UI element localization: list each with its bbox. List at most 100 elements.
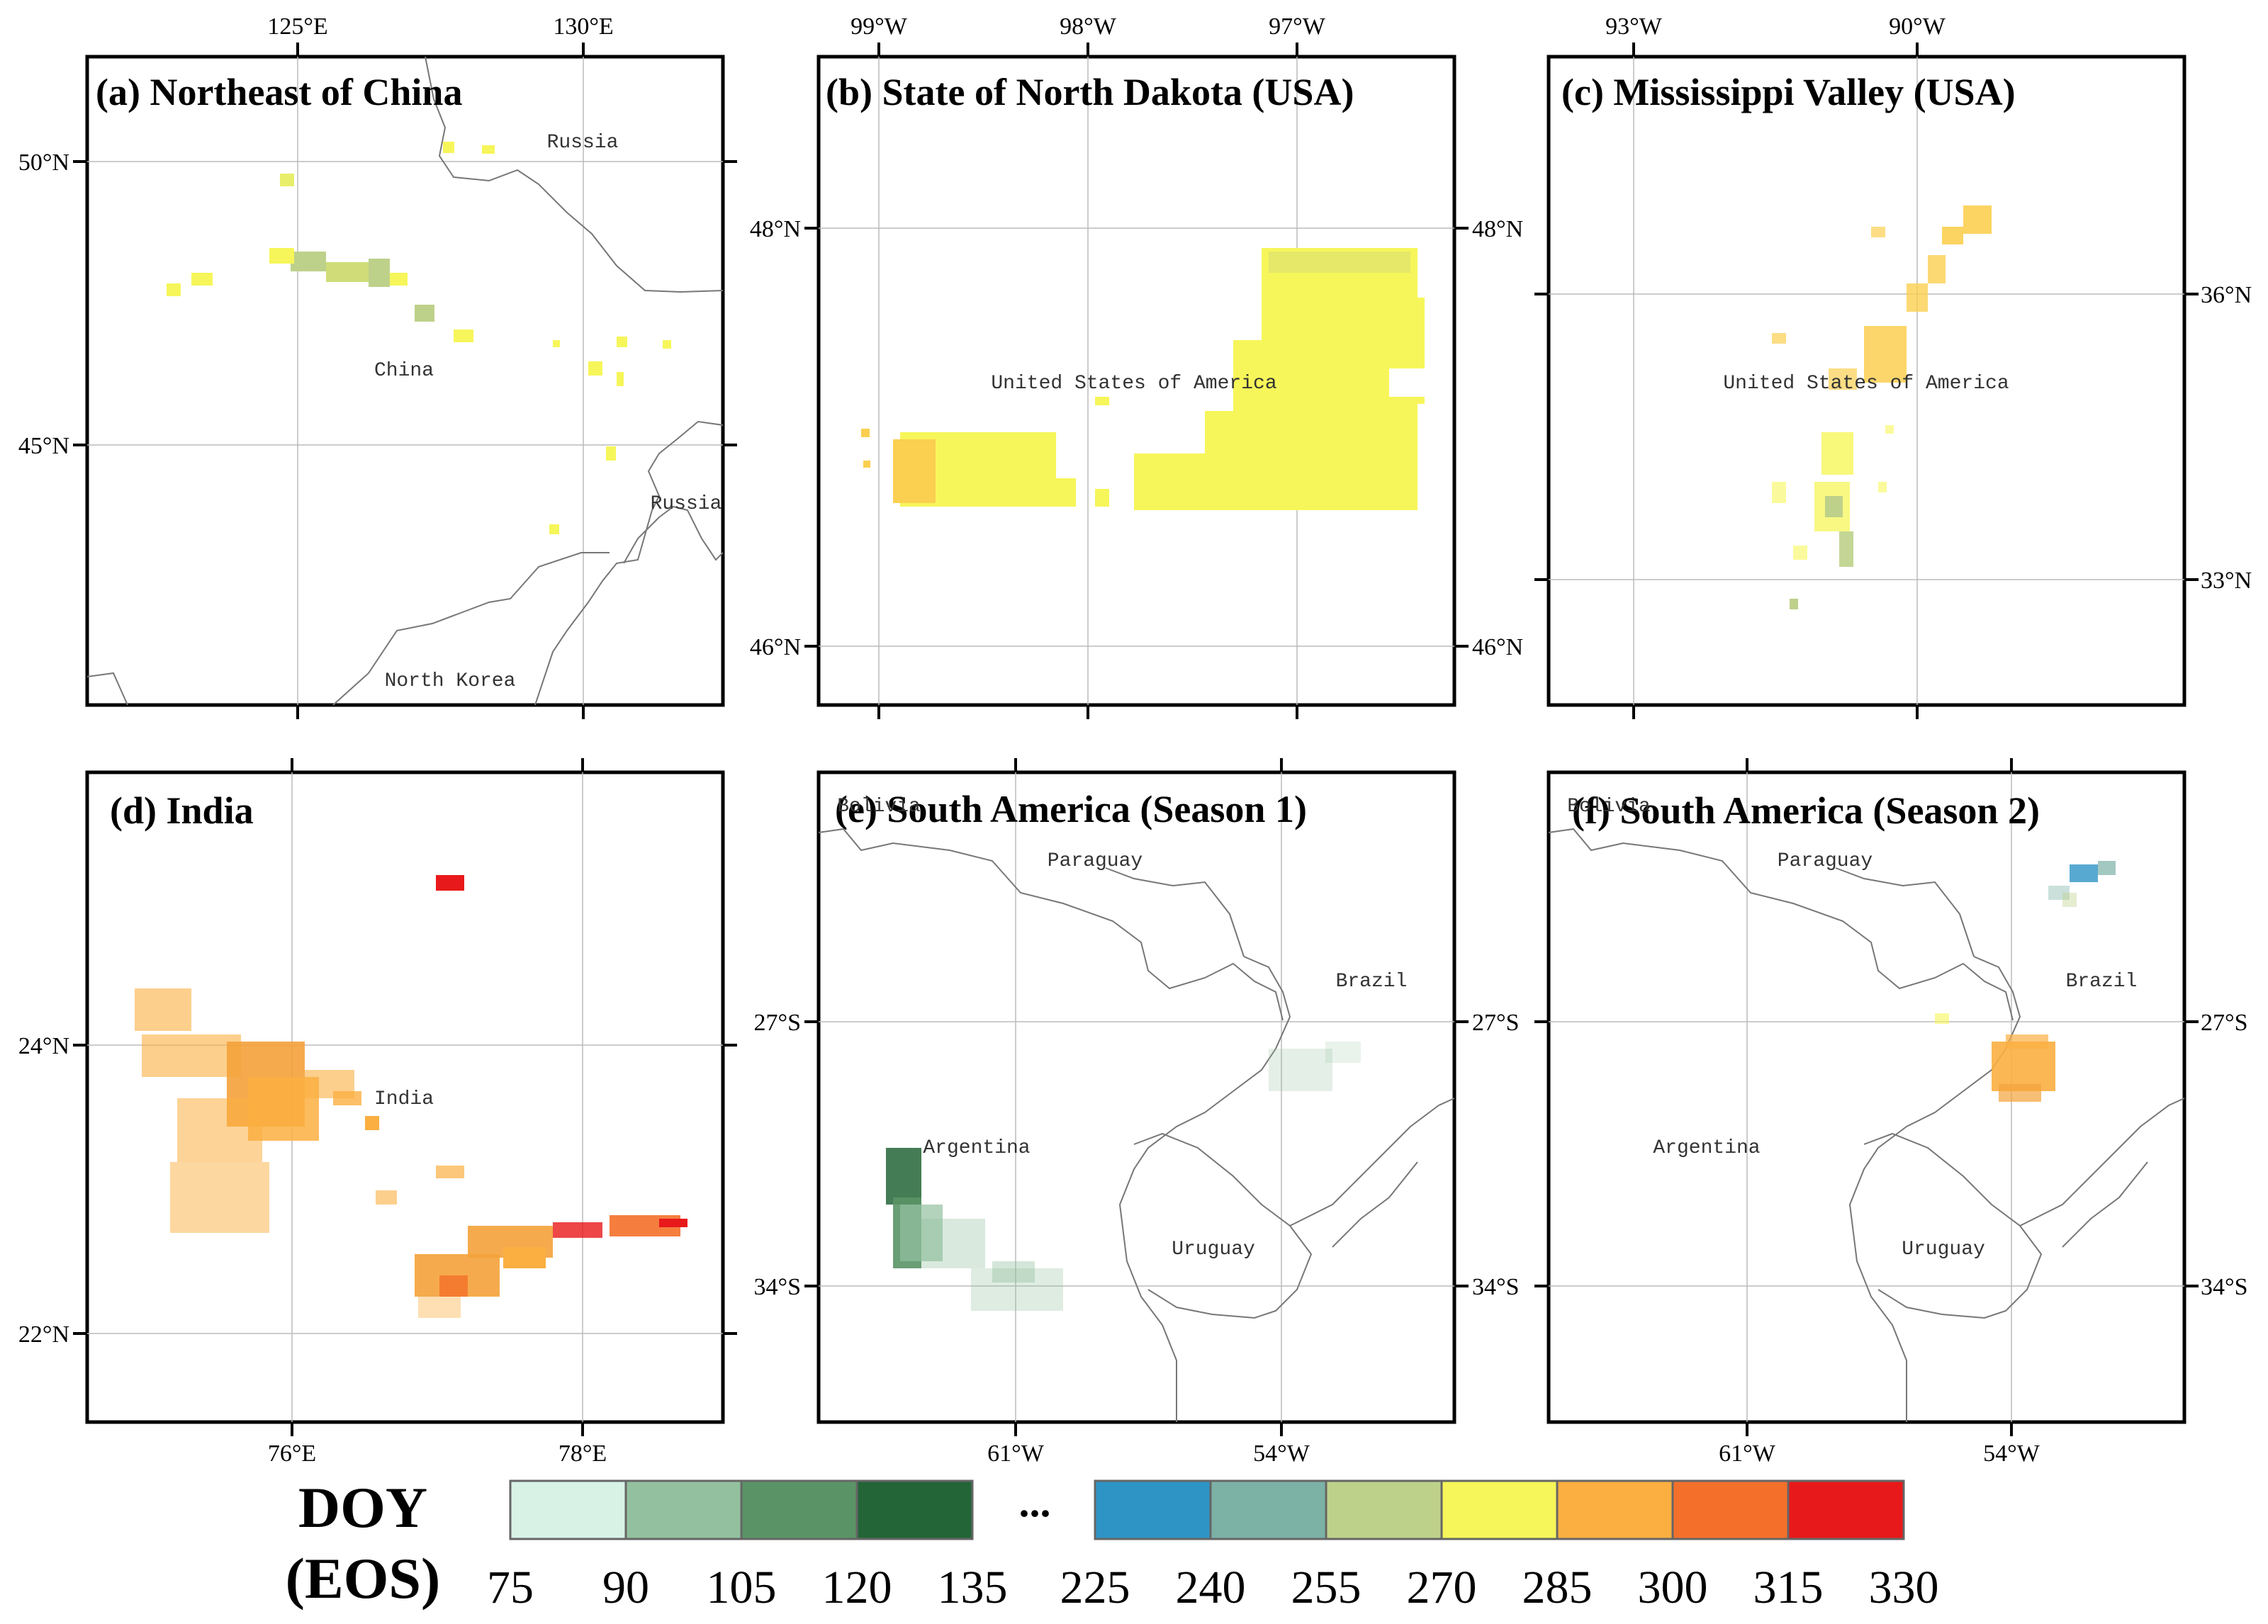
legend-label: 240 [1176, 1562, 1246, 1613]
legend-label: 315 [1753, 1562, 1824, 1613]
panel-a-title: (a) Northeast of China [96, 71, 462, 113]
panel-b-y-tick-label: 46°N [750, 634, 801, 660]
panel-f-x-tick-labels: 61°W 54°W [1719, 1440, 2040, 1467]
panel-b-y-tick-label: 48°N [750, 216, 801, 242]
panel-d-title: (d) India [110, 789, 254, 832]
panel-b-title: (b) State of North Dakota (USA) [826, 71, 1354, 113]
panel-b-x-tick-label: 98°W [1060, 13, 1117, 40]
legend-ellipsis: ... [1019, 1479, 1051, 1526]
legend-label: 225 [1060, 1562, 1130, 1613]
panel-c-place-labels: United States of America [1723, 373, 2009, 395]
legend-label: 135 [938, 1562, 1008, 1613]
panel-e-crop-patches [886, 1042, 1361, 1311]
legend-swatch [1787, 1479, 1905, 1540]
panel-f-ticks [1534, 758, 2199, 1436]
panel-f-y-tick-label: 34°S [2201, 1274, 2248, 1300]
panel-f-crop-patches [1935, 861, 2116, 1102]
place-label: North Korea [385, 670, 516, 692]
panel-b-ticks [804, 43, 1469, 719]
panel-e-borders [818, 828, 1455, 1422]
panel-d-place-labels: India [374, 1088, 434, 1110]
legend-label: 330 [1869, 1562, 1939, 1613]
place-label: Argentina [1653, 1137, 1760, 1159]
legend-swatch [855, 1479, 974, 1540]
panel-e: (e) South America (Season 1) 61°W 54°W 2… [753, 758, 1520, 1467]
panel-c-y-tick-label: 36°N [2201, 282, 2252, 308]
panel-f-place-labels: Bolivia Paraguay Brazil Argentina Urugua… [1567, 796, 2137, 1261]
panel-d-x-tick-label: 76°E [268, 1440, 316, 1467]
place-label: Argentina [923, 1137, 1030, 1159]
panel-a-y-tick-label: 45°N [18, 433, 69, 459]
panel-a-crop-patches [167, 142, 671, 534]
panel-c-x-tick-label: 93°W [1605, 13, 1663, 40]
panel-b-y-tick-label: 46°N [1472, 634, 1523, 660]
panel-d-y-tick-label: 22°N [18, 1321, 69, 1348]
panel-d-x-tick-labels: 76°E 78°E [268, 1440, 607, 1467]
legend-label: 300 [1638, 1562, 1708, 1613]
legend-labels-group-1: 75 90 105 120 135 [487, 1562, 1008, 1613]
legend-label: 270 [1407, 1562, 1477, 1613]
place-label: Brazil [1336, 971, 1408, 993]
panel-a-x-tick-label: 125°E [267, 13, 327, 40]
panel-a-gridlines [87, 57, 723, 705]
panel-a-ticks [73, 43, 737, 719]
panel-e-x-tick-labels: 61°W 54°W [987, 1440, 1310, 1467]
panel-d-y-tick-labels: 24°N 22°N [18, 1033, 69, 1348]
panel-a-y-tick-label: 50°N [18, 150, 69, 176]
legend-swatch [1325, 1479, 1443, 1540]
place-label: Russia [547, 132, 619, 154]
legend-swatch [624, 1479, 743, 1540]
panel-f-borders [1548, 828, 2185, 1422]
legend-swatch [509, 1479, 627, 1540]
legend-swatches-group-2 [1094, 1479, 1905, 1540]
panel-b-place-labels: United States of America [991, 373, 1276, 395]
panel-d-crop-patches [135, 875, 687, 1318]
panel-c-y-tick-label: 33°N [2201, 568, 2252, 594]
place-label: Uruguay [1172, 1239, 1255, 1261]
legend-labels-group-2: 225 240 255 270 285 300 315 330 [1060, 1562, 1939, 1613]
panel-d-y-tick-label: 24°N [18, 1033, 69, 1059]
place-label: Uruguay [1902, 1239, 1985, 1261]
panel-d: (d) India 76°E 78°E 24°N 22°N India [18, 758, 737, 1467]
panel-c: (c) Mississippi Valley (USA) 93°W 90°W 3… [1534, 13, 2252, 719]
panel-f-x-tick-label: 61°W [1719, 1440, 1776, 1467]
panel-a-borders [86, 56, 724, 706]
panel-c-x-tick-label: 90°W [1889, 13, 1946, 40]
place-label: Bolivia [1567, 796, 1651, 818]
panel-c-x-tick-labels: 93°W 90°W [1605, 13, 1946, 40]
legend-swatch [1440, 1479, 1559, 1540]
panel-e-x-tick-label: 61°W [987, 1440, 1045, 1467]
place-label: India [374, 1088, 434, 1110]
panel-b-x-tick-labels: 99°W 98°W 97°W [850, 13, 1326, 40]
place-label: Brazil [2066, 971, 2138, 993]
panel-d-x-tick-label: 78°E [558, 1440, 607, 1467]
panel-e-x-tick-label: 54°W [1253, 1440, 1310, 1467]
panel-b-y-tick-labels-right: 48°N 46°N [1472, 216, 1523, 660]
legend-swatch [1209, 1479, 1327, 1540]
panel-f-title: (f) South America (Season 2) [1572, 789, 2040, 832]
place-label: China [374, 360, 434, 382]
panel-a: (a) Northeast of China 125°E 130°E 50°N … [18, 13, 737, 719]
panel-e-y-tick-label: 34°S [1472, 1274, 1520, 1300]
panel-c-gridlines [1549, 57, 2184, 705]
panel-a-place-labels: Russia China Russia North Korea [374, 132, 722, 692]
legend-label: 90 [602, 1562, 649, 1613]
legend-label: 75 [487, 1562, 534, 1613]
panel-a-x-tick-label: 130°E [553, 13, 613, 40]
panel-b: (b) State of North Dakota (USA) 99°W 98°… [750, 13, 1523, 719]
panel-f-y-tick-labels: 27°S 34°S [2201, 1010, 2248, 1300]
panel-a-y-tick-labels: 50°N 45°N [18, 150, 69, 459]
panel-e-place-labels: Bolivia Paraguay Brazil Argentina Urugua… [837, 796, 1407, 1261]
panel-c-ticks [1534, 43, 2199, 719]
place-label: United States of America [991, 373, 1276, 395]
panel-c-crop-patches [1772, 205, 1992, 609]
legend-swatches-group-1 [509, 1479, 974, 1540]
panel-e-ticks [804, 758, 1469, 1436]
panel-f: (f) South America (Season 2) 61°W 54°W 2… [1534, 758, 2248, 1467]
panel-e-frame [816, 770, 1456, 1424]
legend-title-eos: (EOS) [286, 1546, 441, 1611]
panel-c-y-tick-labels: 36°N 33°N [2201, 282, 2252, 594]
legend-swatch [1556, 1479, 1674, 1540]
legend-swatch [1671, 1479, 1790, 1540]
